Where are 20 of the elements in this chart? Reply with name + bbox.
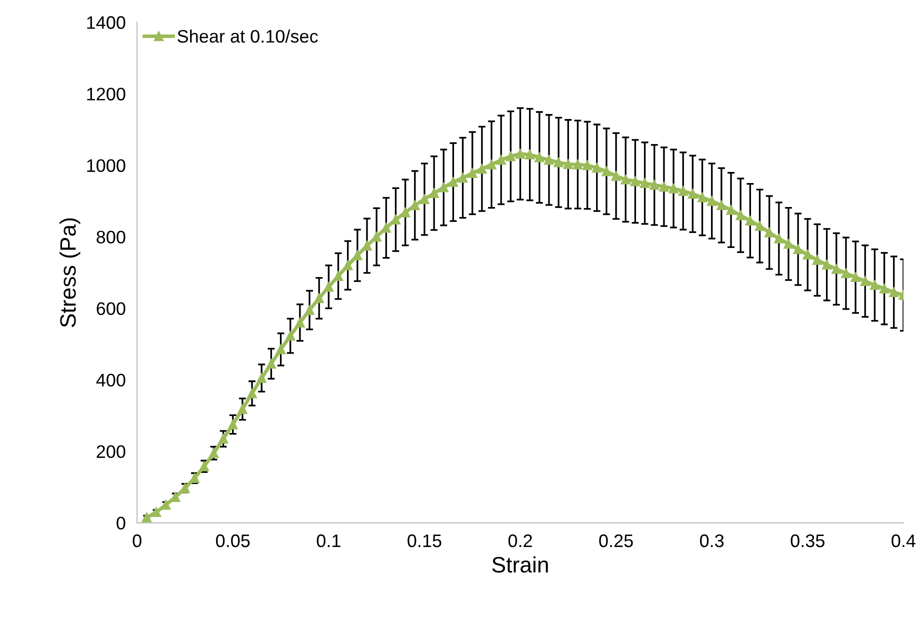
x-tick-label: 0.15: [408, 534, 442, 548]
x-tick-label: 0.35: [790, 534, 824, 548]
y-tick-label: 1000: [87, 159, 126, 172]
x-tick-label: 0.2: [508, 534, 532, 548]
x-tick-label: 0.05: [216, 534, 250, 548]
x-tick-label: 0.25: [599, 534, 633, 548]
y-axis-title: Stress (Pa): [60, 218, 80, 328]
y-tick-label: 0: [116, 516, 126, 530]
x-tick-label: 0.3: [700, 534, 724, 548]
y-tick-label: 1400: [87, 16, 126, 29]
x-tick-label: 0.1: [316, 534, 340, 548]
y-tick-label: 800: [96, 230, 126, 244]
x-tick-label: 0.4: [892, 534, 916, 548]
x-tick-label: 0: [132, 534, 142, 548]
y-tick-label: 1200: [87, 88, 126, 100]
x-axis-title: Strain: [492, 556, 548, 573]
y-tick-label: 200: [96, 445, 126, 458]
legend-label: Shear at 0.10/sec: [178, 29, 318, 43]
y-tick-label: 400: [96, 374, 126, 387]
y-tick-label: 600: [96, 302, 126, 316]
